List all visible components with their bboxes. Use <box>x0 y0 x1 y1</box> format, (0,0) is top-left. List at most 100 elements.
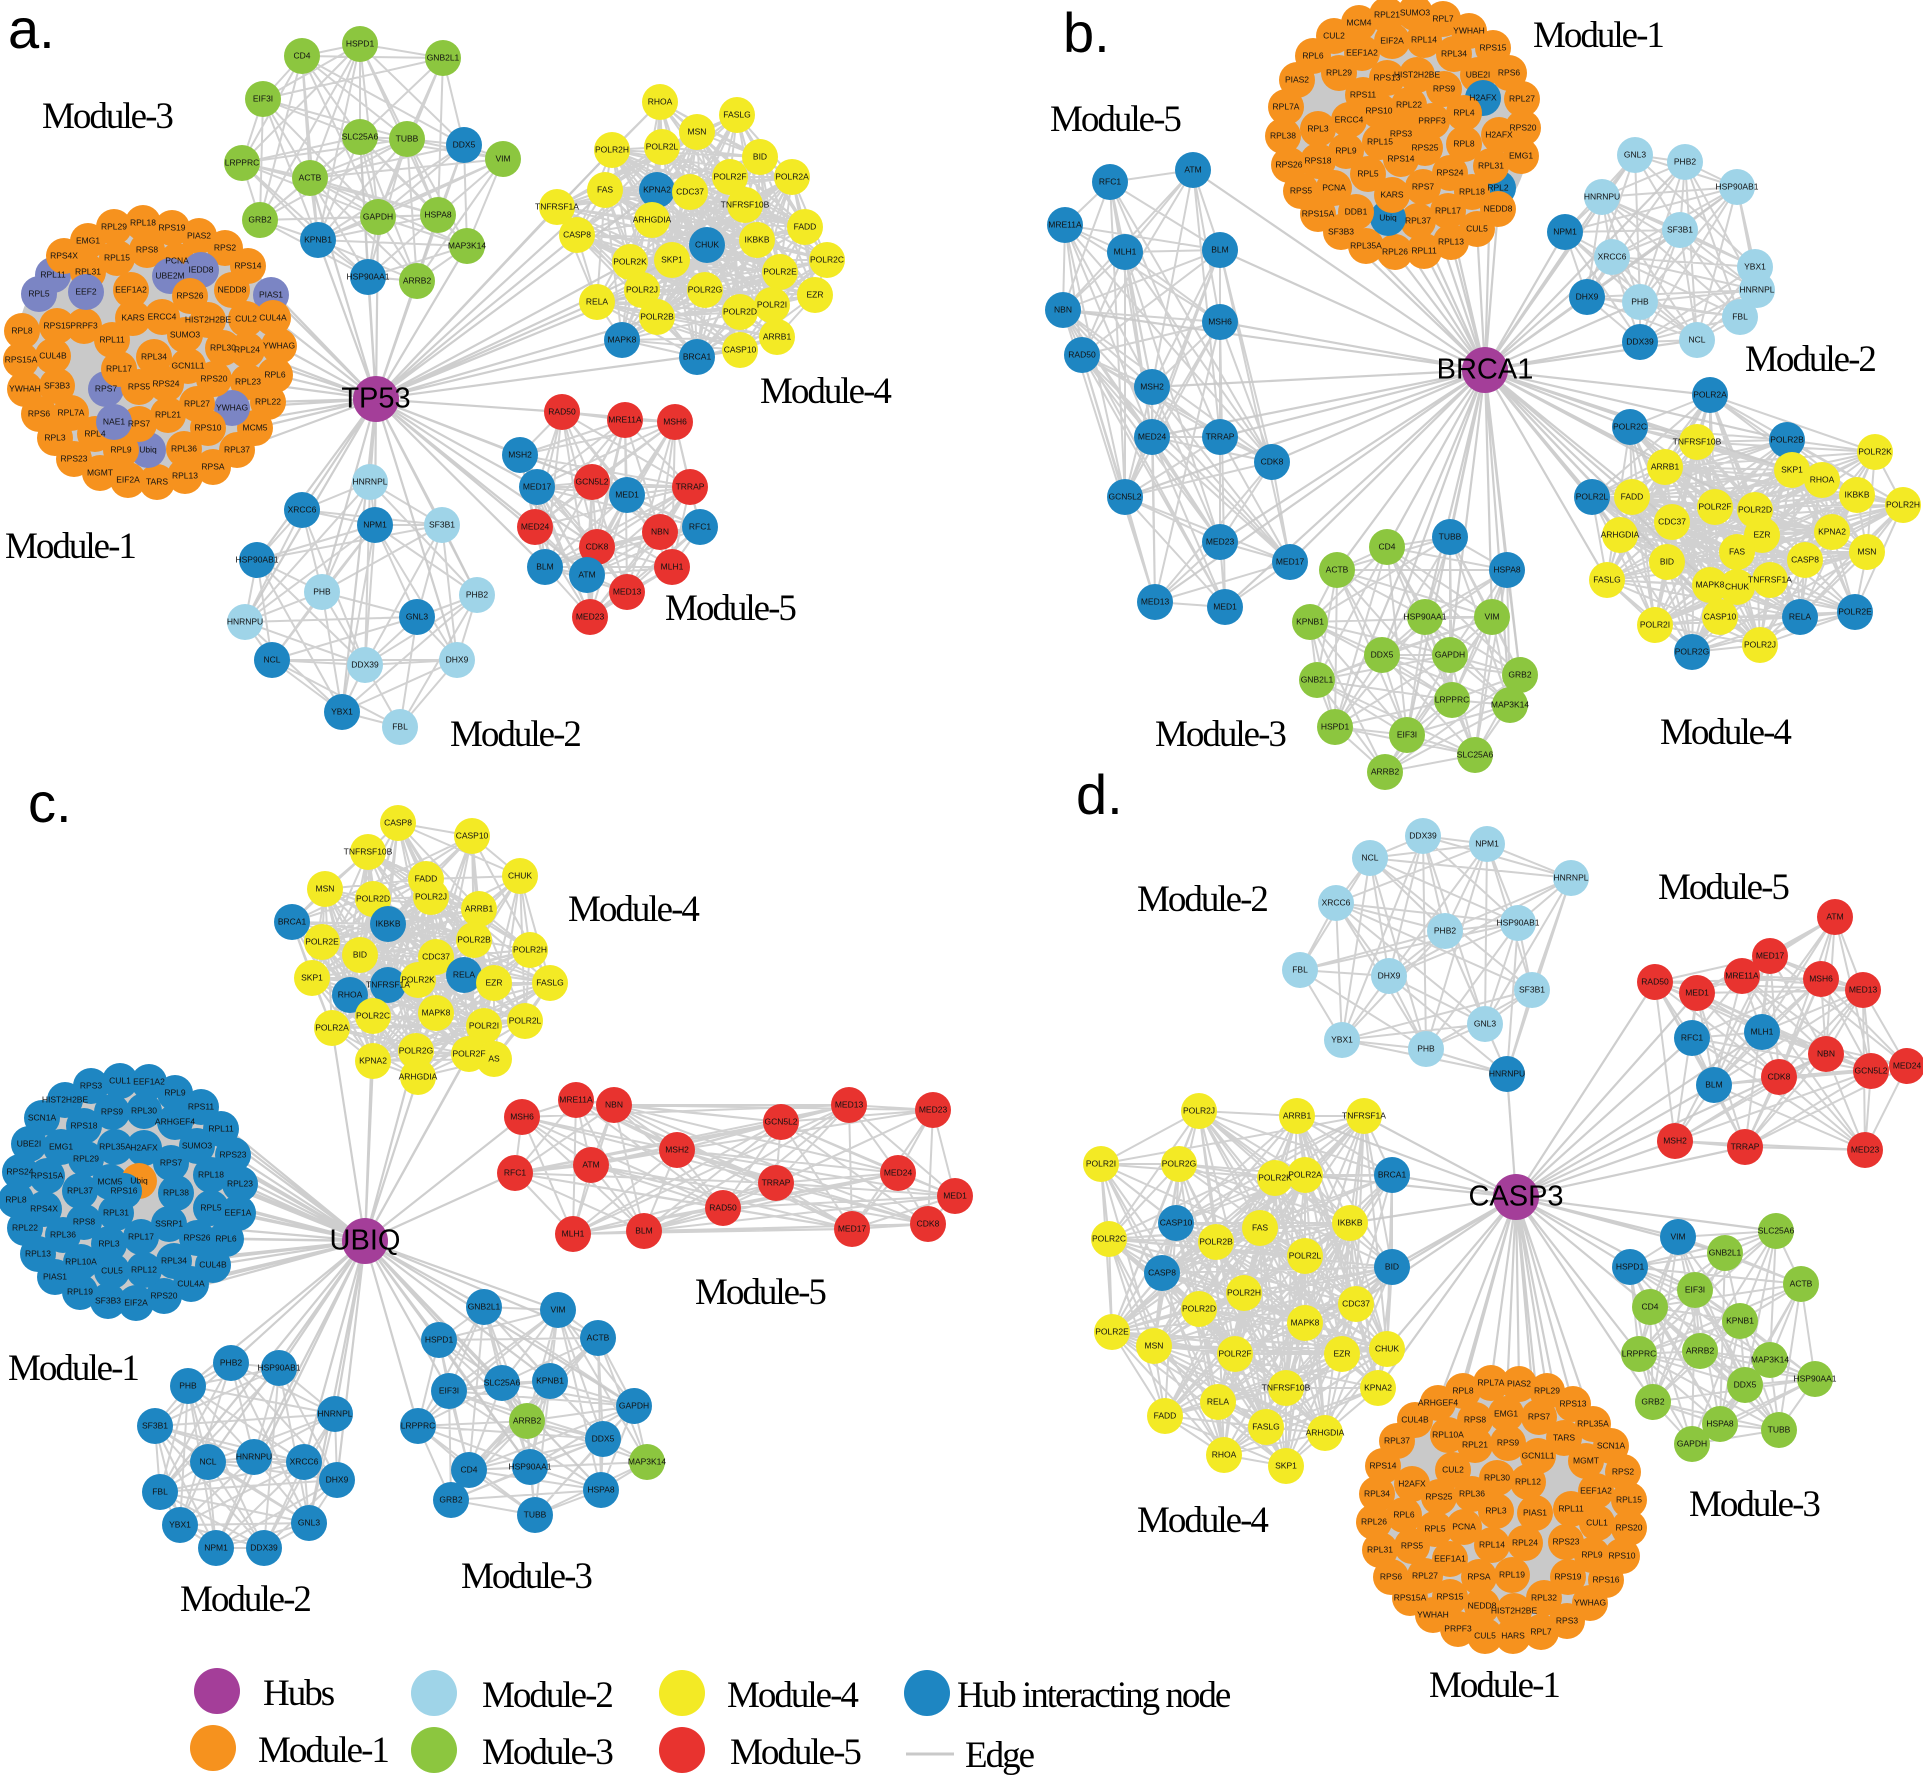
svg-text:RPS2: RPS2 <box>214 242 236 252</box>
svg-text:Module-5: Module-5 <box>695 1272 826 1313</box>
svg-text:CD4: CD4 <box>460 1464 477 1474</box>
svg-text:DDB1: DDB1 <box>1345 206 1368 216</box>
svg-text:RPL30: RPL30 <box>131 1105 157 1115</box>
svg-text:HSPD1: HSPD1 <box>425 1334 454 1344</box>
svg-text:ARRB2: ARRB2 <box>403 275 432 285</box>
svg-text:NCL: NCL <box>263 654 280 664</box>
svg-text:RAD50: RAD50 <box>709 1202 737 1212</box>
svg-text:GAPDH: GAPDH <box>363 211 393 221</box>
svg-text:POLR2E: POLR2E <box>763 266 797 276</box>
svg-text:SF3B1: SF3B1 <box>1519 984 1545 994</box>
svg-text:RPL15: RPL15 <box>104 252 130 262</box>
svg-text:RPL37: RPL37 <box>224 444 250 454</box>
svg-text:MED13: MED13 <box>613 586 642 596</box>
svg-text:HSP90AB1: HSP90AB1 <box>1716 181 1759 191</box>
svg-text:RPL21: RPL21 <box>1374 9 1400 19</box>
svg-text:RPL3: RPL3 <box>1307 123 1329 133</box>
svg-text:POLR2F: POLR2F <box>1218 1348 1251 1358</box>
svg-text:POLR2L: POLR2L <box>1576 491 1609 501</box>
svg-text:RPS7: RPS7 <box>128 418 150 428</box>
svg-text:CD4: CD4 <box>1378 541 1395 551</box>
svg-text:TNFRSF10B: TNFRSF10B <box>721 199 770 209</box>
svg-text:PHB: PHB <box>313 586 331 596</box>
svg-text:RELA: RELA <box>1789 611 1812 621</box>
svg-text:CASP3: CASP3 <box>1468 1181 1563 1213</box>
svg-text:RPL2: RPL2 <box>1487 182 1509 192</box>
svg-text:RPL11: RPL11 <box>1558 1503 1584 1513</box>
svg-text:ERCC4: ERCC4 <box>148 311 177 321</box>
svg-text:EEF1A2: EEF1A2 <box>133 1076 165 1086</box>
svg-text:MED17: MED17 <box>838 1223 867 1233</box>
svg-text:MSH6: MSH6 <box>1208 316 1232 326</box>
svg-text:TNFRSF1A: TNFRSF1A <box>1748 574 1792 584</box>
svg-text:NEDD8: NEDD8 <box>218 284 247 294</box>
svg-text:RPL19: RPL19 <box>67 1286 93 1296</box>
svg-text:KPNA2: KPNA2 <box>643 184 671 194</box>
svg-text:MED1: MED1 <box>1685 987 1709 997</box>
svg-text:POLR2F: POLR2F <box>452 1048 485 1058</box>
svg-text:HSPD1: HSPD1 <box>1616 1261 1645 1271</box>
svg-text:PHB2: PHB2 <box>466 589 488 599</box>
svg-text:POLR2G: POLR2G <box>688 284 723 294</box>
svg-text:MED17: MED17 <box>523 481 552 491</box>
svg-text:HSP90AB1: HSP90AB1 <box>258 1362 301 1372</box>
svg-text:EIF3I: EIF3I <box>253 93 273 103</box>
svg-text:POLR2K: POLR2K <box>1258 1172 1292 1182</box>
svg-text:RPS16: RPS16 <box>111 1185 138 1195</box>
svg-text:RPL3: RPL3 <box>98 1238 120 1248</box>
svg-text:GNL3: GNL3 <box>1624 149 1646 159</box>
svg-text:POLR2G: POLR2G <box>1675 646 1710 656</box>
svg-text:HSP90AB1: HSP90AB1 <box>1497 917 1540 927</box>
svg-text:Module-2: Module-2 <box>1137 879 1267 920</box>
svg-text:RPL34: RPL34 <box>141 351 167 361</box>
svg-text:MSH2: MSH2 <box>665 1144 689 1154</box>
svg-text:GRB2: GRB2 <box>439 1494 462 1504</box>
svg-text:RPL22: RPL22 <box>255 396 281 406</box>
svg-text:RPS5: RPS5 <box>1401 1540 1423 1550</box>
svg-text:RAD50: RAD50 <box>1068 349 1096 359</box>
svg-text:RPS19: RPS19 <box>159 222 186 232</box>
svg-text:RPS18: RPS18 <box>71 1120 98 1130</box>
svg-text:GNL3: GNL3 <box>1474 1018 1496 1028</box>
svg-text:ATM: ATM <box>1826 911 1843 921</box>
svg-text:RPL31: RPL31 <box>1478 160 1504 170</box>
svg-text:Ubiq: Ubiq <box>139 444 157 454</box>
svg-text:RPL9: RPL9 <box>110 444 132 454</box>
svg-text:ARHGEF4: ARHGEF4 <box>155 1116 195 1126</box>
svg-text:EMG1: EMG1 <box>1494 1408 1518 1418</box>
svg-text:CUL4B: CUL4B <box>199 1259 227 1269</box>
svg-text:POLR2A: POLR2A <box>315 1022 349 1032</box>
svg-text:MCM4: MCM4 <box>1346 17 1371 27</box>
svg-text:RPS13: RPS13 <box>1374 72 1401 82</box>
svg-text:RPL5: RPL5 <box>1357 168 1379 178</box>
svg-text:EZR: EZR <box>1334 1348 1351 1358</box>
svg-text:MLH1: MLH1 <box>1114 246 1137 256</box>
svg-text:GAPDH: GAPDH <box>619 1400 649 1410</box>
svg-text:RPS8: RPS8 <box>136 244 158 254</box>
svg-text:RPS8: RPS8 <box>73 1216 95 1226</box>
svg-text:HSP90AB1: HSP90AB1 <box>236 554 279 564</box>
svg-text:RHOA: RHOA <box>338 989 363 999</box>
svg-text:MAP3K14: MAP3K14 <box>1751 1354 1790 1364</box>
svg-text:RHOA: RHOA <box>1212 1449 1237 1459</box>
svg-text:ERCC4: ERCC4 <box>1335 114 1364 124</box>
svg-text:POLR2H: POLR2H <box>595 144 629 154</box>
svg-text:CDC37: CDC37 <box>1342 1298 1370 1308</box>
svg-text:EIF2A: EIF2A <box>116 474 140 484</box>
svg-text:MCM5: MCM5 <box>242 422 267 432</box>
svg-text:ARHGEF4: ARHGEF4 <box>1418 1397 1458 1407</box>
svg-text:RPL18: RPL18 <box>1459 186 1485 196</box>
svg-text:GRB2: GRB2 <box>248 214 271 224</box>
svg-text:BRCA1: BRCA1 <box>1378 1169 1407 1179</box>
svg-text:KARS: KARS <box>121 312 144 322</box>
svg-text:RPS26: RPS26 <box>177 290 204 300</box>
svg-text:RPS4X: RPS4X <box>30 1203 58 1213</box>
svg-text:MSH6: MSH6 <box>1809 973 1833 983</box>
svg-text:Module-1: Module-1 <box>1533 15 1663 56</box>
svg-text:FASLG: FASLG <box>723 109 750 119</box>
svg-text:GCN5L2: GCN5L2 <box>1108 491 1141 501</box>
svg-text:RPS13: RPS13 <box>1560 1398 1587 1408</box>
svg-text:PHB: PHB <box>179 1380 197 1390</box>
svg-text:SF3B1: SF3B1 <box>142 1420 168 1430</box>
svg-text:TNFRSF1A: TNFRSF1A <box>535 201 579 211</box>
